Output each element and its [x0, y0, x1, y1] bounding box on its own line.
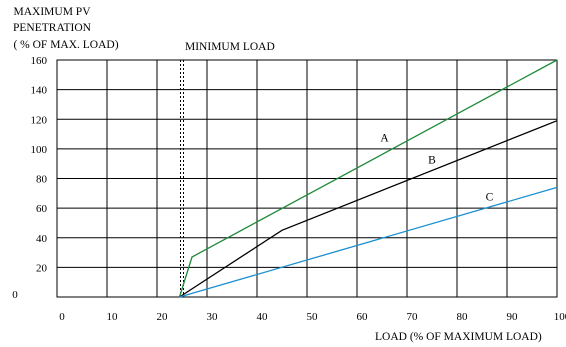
series-line-A	[178, 59, 558, 298]
y-tick-label-20: 20	[36, 262, 48, 274]
x-tick-label-20: 20	[157, 311, 169, 323]
series-label-A: A	[380, 132, 389, 144]
y-tick-label-0: 0	[12, 289, 18, 301]
x-tick-label-100: 100	[554, 311, 566, 323]
tick-labels: 0 10 20 30 40 50 60 70 80 90 100 0 20 40 60 80 100 120 140…	[12, 55, 566, 323]
series-label-B: B	[428, 155, 436, 167]
x-tick-label-90: 90	[507, 311, 519, 323]
y-axis-label: MAXIMUM PV PENETRATION ( % OF MAX. LOAD)	[13, 6, 119, 51]
y-tick-label-40: 40	[36, 233, 48, 245]
grid	[56, 59, 558, 298]
series-label-C: C	[486, 192, 494, 204]
y-tick-label-80: 80	[36, 174, 48, 186]
series-line-B	[179, 120, 558, 298]
series-lines: A B C	[178, 59, 558, 298]
x-tick-label-50: 50	[307, 311, 319, 323]
x-axis-label: LOAD (% OF MAXIMUM LOAD)	[375, 331, 542, 343]
y-tick-label-100: 100	[31, 144, 48, 156]
y-axis-label-line-3: ( % OF MAX. LOAD)	[13, 39, 118, 51]
y-tick-label-140: 140	[31, 85, 48, 97]
y-axis-label-line-1: MAXIMUM PV	[14, 6, 92, 18]
x-tick-label-40: 40	[257, 311, 269, 323]
y-axis-label-line-2: PENETRATION	[13, 22, 92, 34]
y-tick-label-60: 60	[36, 203, 48, 215]
y-tick-label-120: 120	[31, 114, 48, 126]
x-tick-label-30: 30	[207, 311, 219, 323]
x-tick-label-0: 0	[59, 311, 65, 323]
x-tick-label-60: 60	[357, 311, 369, 323]
series-line-C	[179, 186, 558, 298]
x-tick-label-80: 80	[457, 311, 469, 323]
minimum-load-label: MINIMUM LOAD	[185, 41, 275, 53]
y-tick-label-160: 160	[31, 55, 48, 67]
x-tick-label-10: 10	[107, 311, 119, 323]
x-tick-label-70: 70	[407, 311, 419, 323]
